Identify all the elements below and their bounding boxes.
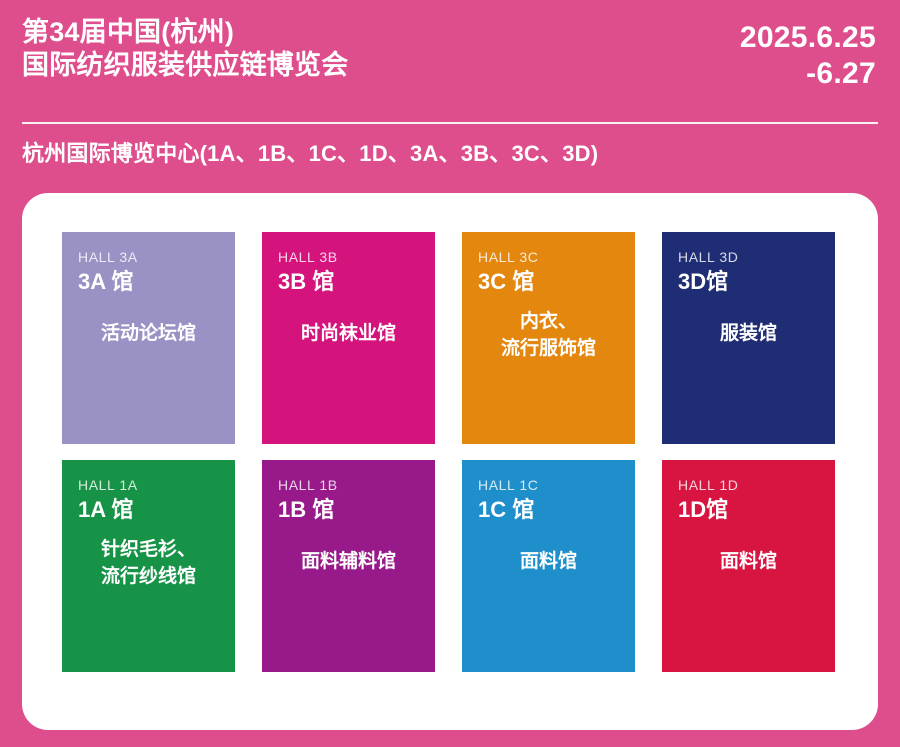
event-date-start: 2025.6.25	[739, 21, 876, 54]
hall-card-3b[interactable]: HALL 3B 3B 馆 时尚袜业馆	[262, 232, 435, 444]
event-title: 第34届中国(杭州) 国际纺织服装供应链博览会	[22, 16, 642, 82]
hall-name-1c: 1C 馆	[478, 497, 535, 522]
hall-theme-1b: 面料辅料馆	[300, 551, 396, 572]
header-divider	[22, 122, 878, 124]
hall-theme-1a: 针织毛衫、 流行纱线馆	[100, 539, 196, 587]
hall-code-1a: HALL 1A	[78, 477, 138, 493]
hall-code-3a: HALL 3A	[78, 249, 138, 265]
hall-code-1b: HALL 1B	[278, 477, 338, 493]
hall-name-3b: 3B 馆	[278, 269, 335, 294]
hall-theme-3b: 时尚袜业馆	[300, 323, 396, 344]
hall-code-1d: HALL 1D	[678, 477, 739, 493]
event-title-line-1: 第34届中国(杭州)	[22, 17, 235, 47]
hall-code-3c: HALL 3C	[478, 249, 539, 265]
hall-panel: HALL 3A 3A 馆 活动论坛馆 HALL 3B 3B 馆 时尚袜业馆 HA…	[22, 193, 878, 730]
hall-code-3b: HALL 3B	[278, 249, 338, 265]
hall-code-3d: HALL 3D	[678, 249, 739, 265]
hall-grid: HALL 3A 3A 馆 活动论坛馆 HALL 3B 3B 馆 时尚袜业馆 HA…	[62, 232, 838, 672]
hall-theme-3c: 内衣、 流行服饰馆	[500, 311, 596, 359]
hall-card-3d[interactable]: HALL 3D 3D馆 服装馆	[662, 232, 835, 444]
hall-theme-1c: 面料馆	[519, 551, 577, 572]
hall-name-1b: 1B 馆	[278, 497, 335, 522]
hall-name-1a: 1A 馆	[78, 497, 134, 522]
hall-theme-3a: 活动论坛馆	[100, 323, 196, 344]
venue-label: 杭州国际博览中心(1A、1B、1C、1D、3A、3B、3C、3D)	[22, 141, 599, 166]
hall-theme-1d: 面料馆	[719, 551, 777, 572]
event-dates: 2025.6.25 -6.27	[740, 20, 876, 92]
hall-card-3c[interactable]: HALL 3C 3C 馆 内衣、 流行服饰馆	[462, 232, 635, 444]
hall-name-3d: 3D馆	[678, 269, 729, 294]
hall-card-1a[interactable]: HALL 1A 1A 馆 针织毛衫、 流行纱线馆	[62, 460, 235, 672]
event-title-line-2: 国际纺织服装供应链博览会	[22, 50, 349, 80]
hall-theme-3d: 服装馆	[719, 323, 777, 344]
hall-card-1d[interactable]: HALL 1D 1D馆 面料馆	[662, 460, 835, 672]
hall-name-3a: 3A 馆	[78, 269, 134, 294]
poster-header: 第34届中国(杭州) 国际纺织服装供应链博览会 2025.6.25 -6.27 …	[0, 0, 900, 193]
hall-card-1b[interactable]: HALL 1B 1B 馆 面料辅料馆	[262, 460, 435, 672]
event-date-end: -6.27	[806, 57, 876, 90]
hall-name-3c: 3C 馆	[478, 269, 535, 294]
hall-card-1c[interactable]: HALL 1C 1C 馆 面料馆	[462, 460, 635, 672]
hall-code-1c: HALL 1C	[478, 477, 539, 493]
hall-card-3a[interactable]: HALL 3A 3A 馆 活动论坛馆	[62, 232, 235, 444]
hall-name-1d: 1D馆	[678, 497, 729, 522]
